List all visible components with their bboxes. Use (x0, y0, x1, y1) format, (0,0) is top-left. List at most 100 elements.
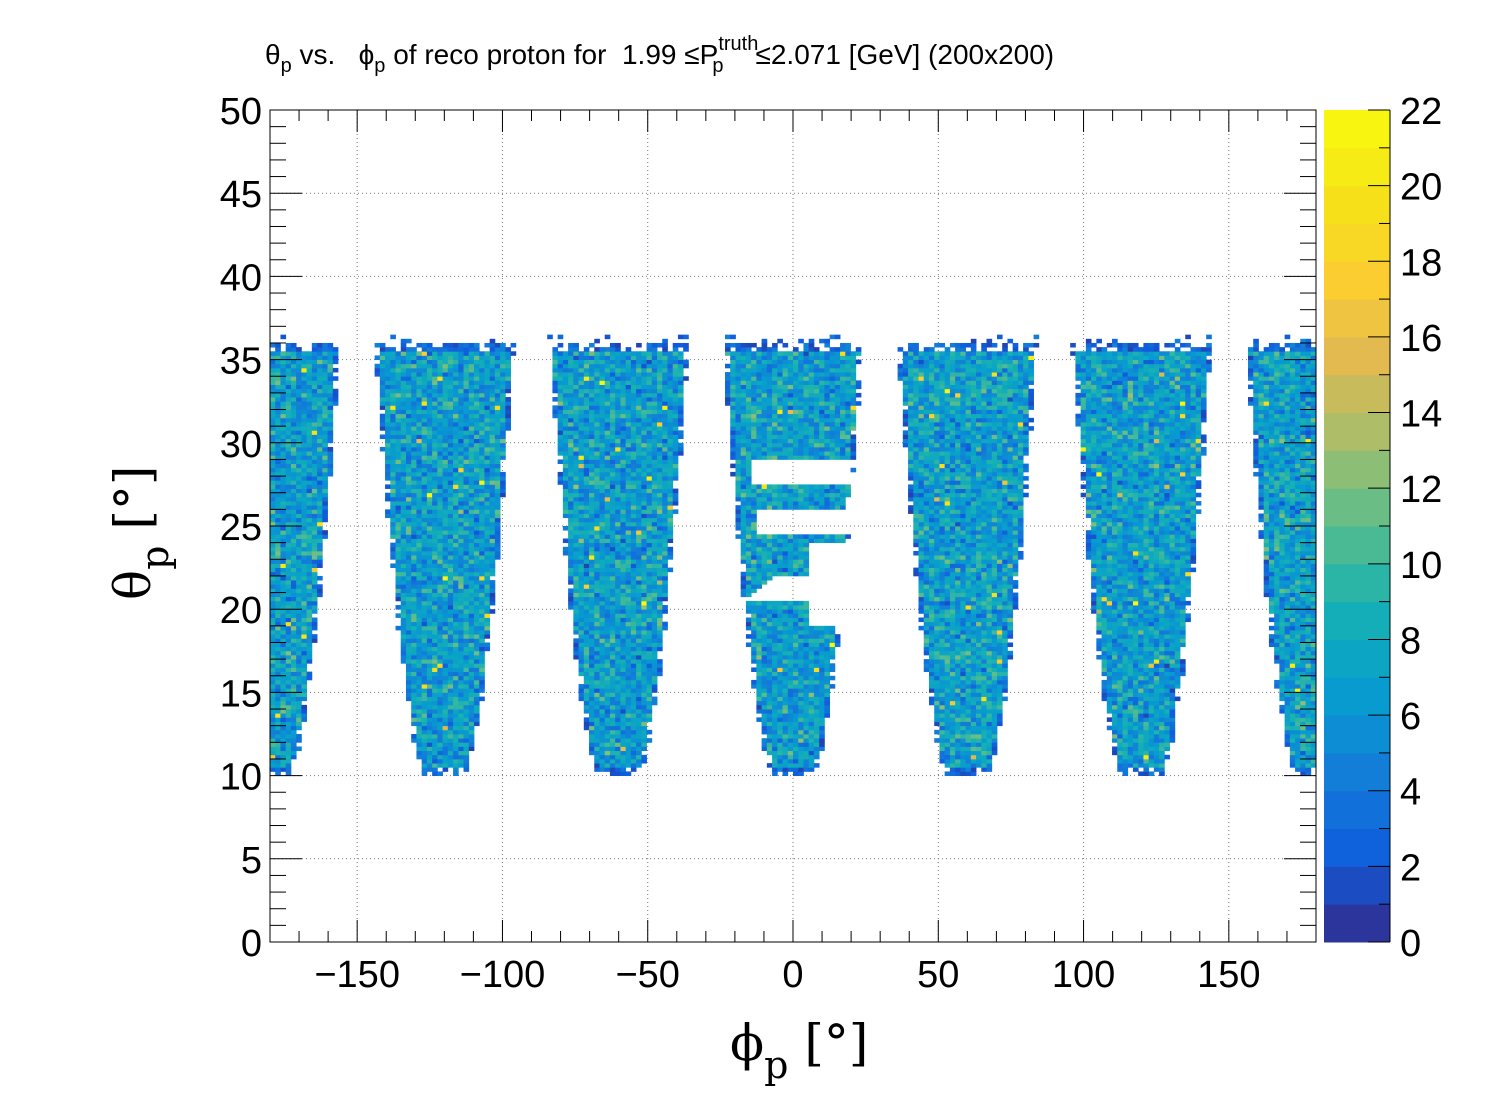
heatmap-cell (657, 605, 663, 610)
heatmap-cell (766, 559, 773, 564)
heatmap-cell (1169, 571, 1176, 577)
heatmap-cell (296, 717, 302, 722)
heatmap-cell (965, 717, 972, 722)
heatmap-cell (1101, 605, 1108, 610)
heatmap-cell (1295, 567, 1301, 573)
heatmap-cell (421, 646, 428, 652)
heatmap-cell (1289, 638, 1296, 643)
heatmap-cell (1002, 555, 1008, 560)
heatmap-cell (1106, 700, 1113, 706)
heatmap-cell (599, 754, 606, 760)
heatmap-cell (573, 654, 579, 660)
heatmap-cell (625, 675, 632, 681)
heatmap-cell (280, 742, 287, 747)
heatmap-cell (1284, 704, 1291, 710)
heatmap-cell (599, 692, 606, 697)
heatmap-cell (1002, 634, 1008, 639)
heatmap-cell (290, 625, 297, 631)
heatmap-cell (421, 675, 428, 681)
heatmap-cell (1153, 638, 1160, 643)
heatmap-cell (270, 713, 276, 718)
heatmap-cell (1305, 588, 1312, 593)
heatmap-cell (662, 575, 668, 581)
heatmap-cell (1106, 600, 1113, 606)
heatmap-cell (426, 588, 433, 593)
heatmap-cell (782, 700, 789, 706)
heatmap-cell (1164, 684, 1170, 689)
heatmap-cell (761, 555, 768, 560)
heatmap-cell (1122, 713, 1129, 718)
heatmap-cell (772, 721, 778, 727)
heatmap-cell (1091, 575, 1097, 581)
heatmap-cell (1305, 700, 1312, 706)
heatmap-cell (965, 713, 972, 718)
heatmap-cell (928, 638, 935, 643)
heatmap-cell (1289, 684, 1296, 689)
heatmap-cell (819, 634, 825, 639)
heatmap-cell (1169, 550, 1176, 556)
heatmap-cell (939, 700, 946, 706)
heatmap-cell (604, 646, 611, 652)
heatmap-cell (620, 729, 627, 735)
heatmap-cell (976, 746, 982, 752)
heatmap-cell (604, 580, 611, 585)
heatmap-cell (463, 638, 470, 643)
heatmap-cell (960, 717, 966, 722)
heatmap-cell (1096, 596, 1102, 602)
heatmap-cell (453, 725, 459, 731)
heatmap-cell (1132, 721, 1139, 727)
heatmap-cell (798, 542, 804, 548)
heatmap-cell (960, 634, 966, 639)
heatmap-cell (578, 609, 585, 614)
heatmap-cell (1002, 630, 1008, 635)
heatmap-cell (787, 717, 794, 722)
heatmap-cell (479, 621, 485, 627)
heatmap-cell (939, 571, 946, 577)
heatmap-cell (1305, 609, 1312, 614)
heatmap-cell (1117, 654, 1123, 660)
heatmap-cell (578, 563, 585, 568)
heatmap-cell (609, 592, 616, 598)
heatmap-cell (270, 700, 276, 706)
heatmap-cell (1295, 609, 1301, 614)
heatmap-cell (928, 679, 935, 685)
heatmap-cell (1101, 650, 1108, 656)
heatmap-cell (1143, 758, 1150, 764)
heatmap-cell (944, 638, 951, 643)
heatmap-cell (949, 630, 956, 635)
heatmap-cell (630, 567, 637, 573)
heatmap-cell (641, 646, 647, 652)
heatmap-cell (1305, 596, 1312, 602)
heatmap-cell (1153, 721, 1160, 727)
heatmap-cell (923, 588, 930, 593)
heatmap-cell (1122, 609, 1129, 614)
heatmap-cell (301, 546, 308, 552)
heatmap-cell (777, 600, 783, 606)
heatmap-cell (1138, 738, 1144, 743)
heatmap-cell (620, 550, 627, 556)
heatmap-cell (1305, 642, 1312, 648)
heatmap-cell (803, 667, 810, 672)
heatmap-cell (1164, 754, 1170, 760)
heatmap-cell (411, 634, 417, 639)
heatmap-cell (275, 654, 281, 660)
heatmap-cell (1143, 563, 1150, 568)
heatmap-cell (803, 600, 810, 606)
heatmap-cell (432, 700, 438, 706)
heatmap-cell (1007, 625, 1014, 631)
heatmap-cell (604, 571, 611, 577)
heatmap-cell (986, 542, 993, 548)
heatmap-cell (751, 584, 757, 589)
heatmap-cell (1132, 600, 1139, 606)
heatmap-cell (1127, 758, 1134, 764)
heatmap-cell (604, 592, 611, 598)
heatmap-cell (798, 659, 804, 664)
heatmap-cell (306, 571, 313, 577)
heatmap-cell (949, 617, 956, 623)
heatmap-cell (819, 679, 825, 685)
heatmap-cell (583, 696, 590, 702)
heatmap-cell (981, 588, 987, 593)
heatmap-cell (1122, 659, 1129, 664)
heatmap-cell (745, 588, 752, 593)
heatmap-cell (1164, 555, 1170, 560)
